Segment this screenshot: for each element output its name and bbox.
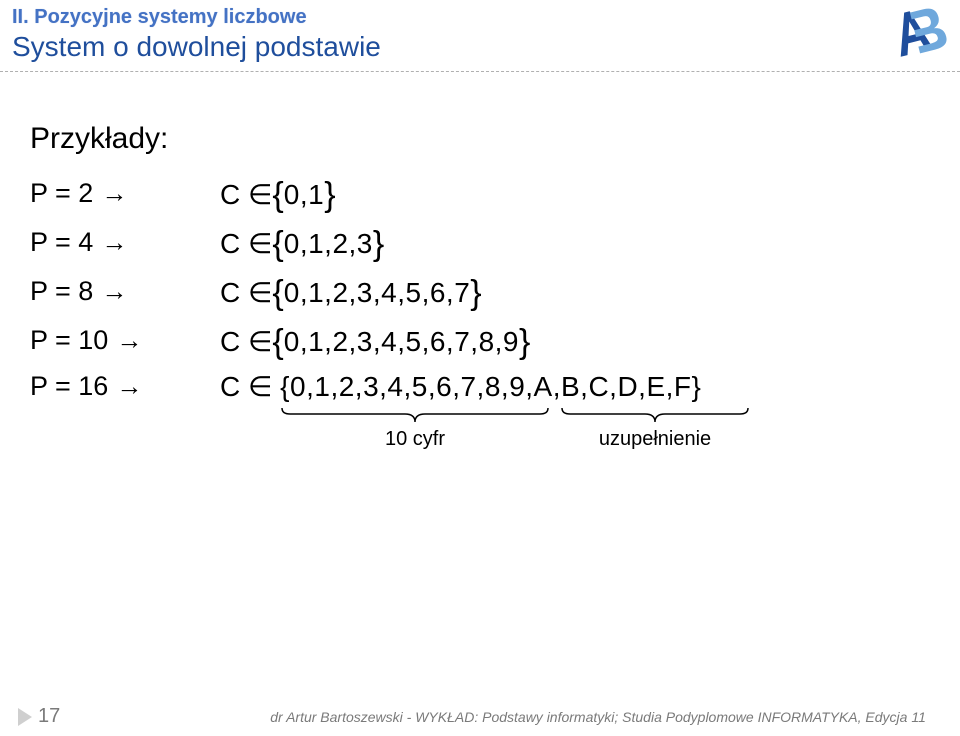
set-values: {0,1,2,3,4,5,6,7,8,9,A,B,C,D,E,F} (280, 371, 701, 403)
p-text: P = 16 (30, 371, 108, 402)
c-label: C ∈ (220, 276, 272, 309)
footer-text: dr Artur Bartoszewski - WYKŁAD: Podstawy… (270, 709, 926, 725)
c-label: C ∈ (220, 370, 272, 403)
example-row: P = 10 → C ∈ { 0,1,2,3,4,5,6,7,8,9 } (30, 321, 960, 360)
p-value: P = 4 → (30, 227, 220, 258)
arrow-icon: → (116, 371, 142, 402)
set-values: 0,1,2,3,4,5,6,7,8,9 (284, 326, 519, 358)
c-set: C ∈ { 0,1 } (220, 174, 336, 213)
underbrace-label: 10 cyfr (385, 428, 445, 450)
content-area: Przykłady: P = 2 → C ∈ { 0,1 } P = 4 → C… (0, 72, 960, 403)
ab-logo-icon (880, 0, 950, 68)
c-label: C ∈ (220, 227, 272, 260)
underbrace-label: uzupełnienie (599, 428, 711, 450)
c-label: C ∈ (220, 325, 272, 358)
p-value: P = 8 → (30, 276, 220, 307)
underbrace-icon (280, 406, 550, 424)
p-text: P = 10 (30, 325, 108, 356)
example-row: P = 4 → C ∈ { 0,1,2,3 } (30, 223, 960, 262)
slide-arrow-icon (18, 708, 32, 726)
p-value: P = 10 → (30, 325, 220, 356)
underbrace-2: uzupełnienie (560, 406, 750, 451)
brace-left-icon: { (272, 323, 283, 362)
arrow-icon: → (116, 325, 142, 356)
c-set: C ∈ { 0,1,2,3,4,5,6,7 } (220, 272, 482, 311)
section-label: II. Pozycyjne systemy liczbowe (12, 6, 950, 29)
p-value: P = 16 → (30, 371, 220, 402)
example-row: P = 2 → C ∈ { 0,1 } (30, 174, 960, 213)
page-title: System o dowolnej podstawie (12, 31, 950, 63)
slide-number: 17 (38, 705, 60, 728)
c-label: C ∈ (220, 178, 272, 211)
arrow-icon: → (101, 178, 127, 209)
example-row-16: P = 16 → C ∈ {0,1,2,3,4,5,6,7,8,9,A,B,C,… (30, 370, 960, 403)
brace-left-icon: { (272, 176, 283, 215)
c-set: C ∈ {0,1,2,3,4,5,6,7,8,9,A,B,C,D,E,F} 10… (220, 370, 701, 403)
arrow-icon: → (101, 227, 127, 258)
brace-right-icon: } (519, 323, 530, 362)
brace-right-icon: } (373, 225, 384, 264)
example-row: P = 8 → C ∈ { 0,1,2,3,4,5,6,7 } (30, 272, 960, 311)
p-text: P = 8 (30, 276, 93, 307)
brace-right-icon: } (470, 274, 481, 313)
c-set: C ∈ { 0,1,2,3,4,5,6,7,8,9 } (220, 321, 530, 360)
slide-header: II. Pozycyjne systemy liczbowe System o … (0, 0, 960, 63)
c-set: C ∈ { 0,1,2,3 } (220, 223, 384, 262)
brace-right-icon: } (324, 176, 335, 215)
p-text: P = 2 (30, 178, 93, 209)
footer: 17 dr Artur Bartoszewski - WYKŁAD: Podst… (0, 705, 960, 728)
brace-left-icon: { (272, 225, 283, 264)
arrow-icon: → (101, 276, 127, 307)
examples-label: Przykłady: (30, 122, 960, 156)
underbrace-icon (560, 406, 750, 424)
underbrace-1: 10 cyfr (280, 406, 550, 451)
brace-left-icon: { (272, 274, 283, 313)
set-values: 0,1,2,3 (284, 228, 373, 260)
p-value: P = 2 → (30, 178, 220, 209)
p-text: P = 4 (30, 227, 93, 258)
set-values: 0,1,2,3,4,5,6,7 (284, 277, 471, 309)
set-values: 0,1 (284, 179, 324, 211)
